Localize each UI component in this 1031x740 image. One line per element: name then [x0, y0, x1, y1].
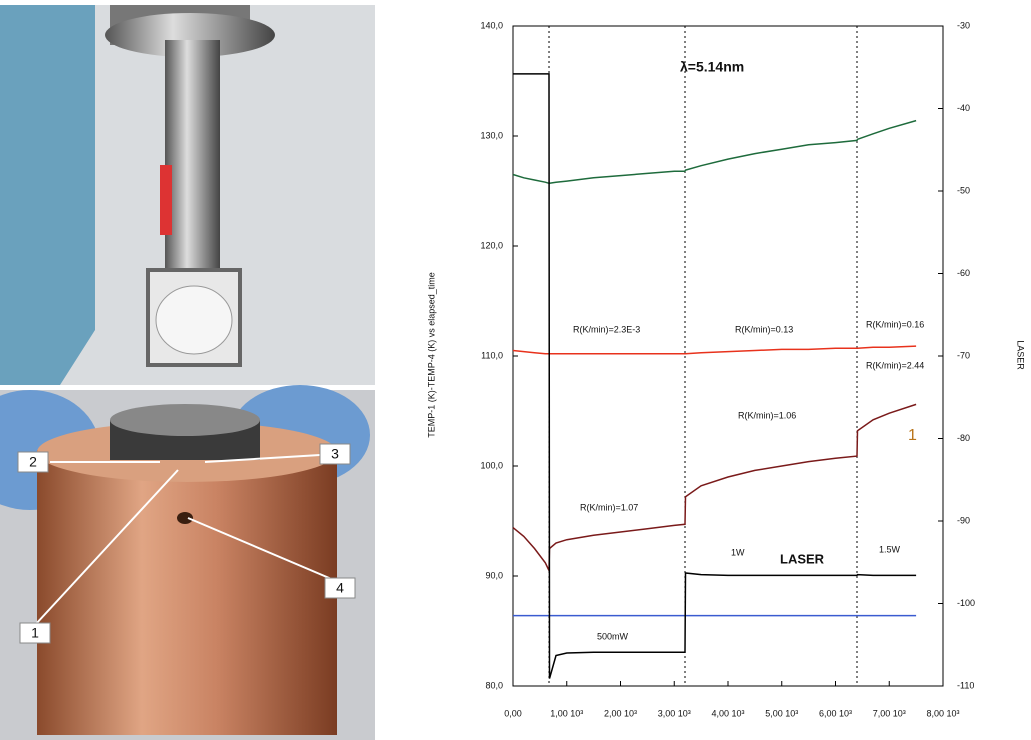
- y-tick-label: 110,0: [481, 350, 503, 360]
- y-tick-label: 130,0: [480, 130, 503, 140]
- x-tick-label: 1,00 10³: [550, 708, 583, 718]
- y2-tick-label: -110: [957, 680, 974, 690]
- y2-axis-label: LASER: [1016, 340, 1026, 370]
- annotation: R(K/min)=1.06: [738, 410, 796, 420]
- annotation: R(K/min)=0.13: [735, 324, 793, 334]
- annotation: LASER: [780, 551, 825, 566]
- x-tick-label: 6,00 10³: [819, 708, 852, 718]
- y2-tick-label: -40: [957, 103, 970, 113]
- photo-top: [0, 5, 375, 385]
- annotation: 1: [908, 427, 917, 444]
- annotation: R(K/min)=0.16: [866, 319, 924, 329]
- annotation: 1W: [731, 547, 745, 557]
- x-tick-label: 3,00 10³: [658, 708, 691, 718]
- y2-tick-label: -60: [957, 268, 970, 278]
- photo-bottom: 2 3 1 4: [0, 385, 375, 740]
- y-tick-label: 140,0: [480, 20, 503, 30]
- y2-tick-label: -70: [957, 350, 970, 360]
- x-tick-label: 0,00: [504, 708, 522, 718]
- x-tick-label: 5,00 10³: [765, 708, 798, 718]
- y-axis-label: TEMP-1 (K)-TEMP-4 (K) vs elapsed_time: [426, 272, 436, 438]
- x-tick-label: 8,00 10³: [926, 708, 959, 718]
- y2-tick-label: -30: [957, 20, 970, 30]
- y-tick-label: 80,0: [485, 680, 503, 690]
- photo-label-text: 1: [31, 625, 39, 641]
- annotation: R(K/min)=2.44: [866, 360, 924, 370]
- y-tick-label: 100,0: [480, 460, 503, 470]
- x-tick-label: 2,00 10³: [604, 708, 637, 718]
- y2-tick-label: -80: [957, 433, 970, 443]
- chart-title: λ=5.14nm: [680, 59, 744, 75]
- y-tick-label: 90,0: [485, 570, 503, 580]
- y2-tick-label: -90: [957, 515, 970, 525]
- y2-tick-label: -50: [957, 185, 970, 195]
- series-line: [512, 403, 917, 571]
- series-line: [512, 345, 917, 355]
- photo-label-text: 3: [331, 446, 339, 462]
- photo-label: 2 3 1 4: [17, 443, 356, 644]
- y2-tick-label: -100: [957, 598, 975, 608]
- x-tick-label: 7,00 10³: [873, 708, 906, 718]
- y-tick-label: 120,0: [480, 240, 503, 250]
- plot-frame: [512, 25, 944, 687]
- x-tick-label: 4,00 10³: [711, 708, 744, 718]
- photo-label-text: 4: [336, 580, 344, 596]
- annotation: R(K/min)=1.07: [580, 502, 638, 512]
- annotation: 1.5W: [879, 544, 901, 554]
- annotation: R(K/min)=2.3E-3: [573, 324, 640, 334]
- photo-label-text: 2: [29, 454, 37, 470]
- annotation: 500mW: [597, 631, 629, 641]
- series-line: [512, 119, 917, 185]
- series-line: [513, 73, 917, 679]
